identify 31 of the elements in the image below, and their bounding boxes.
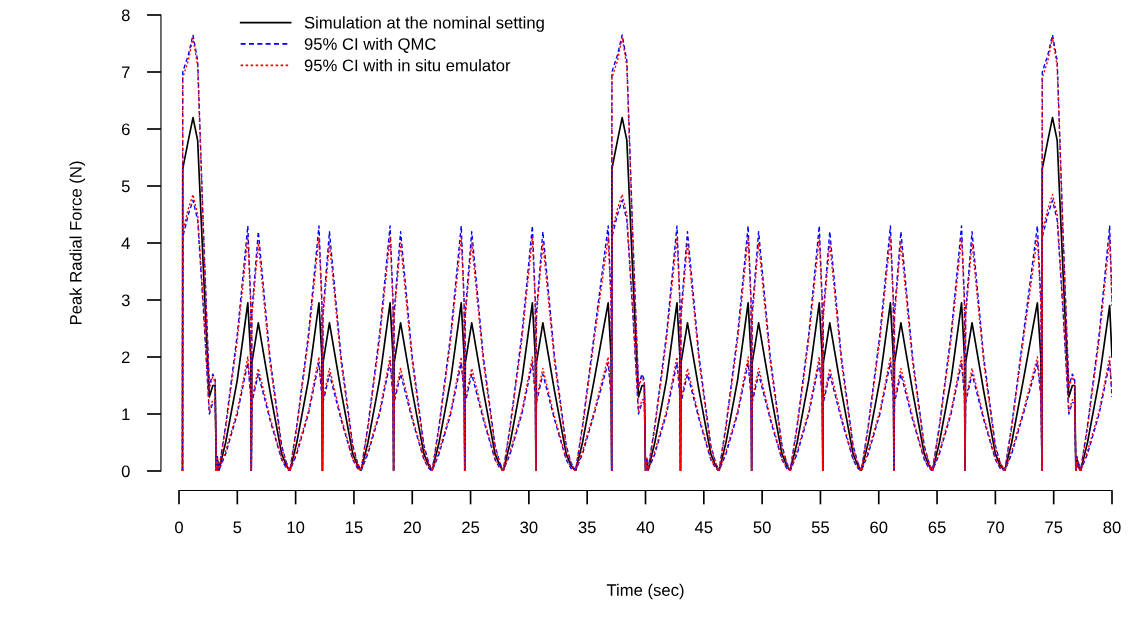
x-tick-label: 75 xyxy=(1045,521,1063,534)
y-tick-label: 4 xyxy=(121,237,130,250)
y-tick-label: 2 xyxy=(121,351,130,364)
x-tick-label: 80 xyxy=(1103,521,1121,534)
y-axis-title: Peak Radial Force (N) xyxy=(69,161,85,325)
x-tick-label: 20 xyxy=(403,521,421,534)
x-tick-label: 65 xyxy=(928,521,946,534)
x-tick-label: 10 xyxy=(287,521,305,534)
x-tick-label: 55 xyxy=(811,521,830,534)
y-tick-label: 0 xyxy=(121,465,130,478)
y-tick-label: 5 xyxy=(121,180,130,193)
legend-label: 95% CI with QMC xyxy=(304,37,436,53)
x-axis-title: Time (sec) xyxy=(606,583,684,600)
y-tick-label: 6 xyxy=(121,123,130,136)
legend-label: 95% CI with in situ emulator xyxy=(304,59,511,72)
x-tick-label: 30 xyxy=(520,521,538,534)
x-tick-label: 45 xyxy=(694,521,713,534)
legend-label: Simulation at the nominal setting xyxy=(304,16,544,32)
x-tick-label: 15 xyxy=(345,521,363,534)
x-tick-label: 0 xyxy=(175,521,183,534)
x-tick-label: 40 xyxy=(636,521,655,534)
x-tick-label: 5 xyxy=(233,521,242,534)
x-tick-label: 60 xyxy=(870,521,888,534)
x-tick-label: 50 xyxy=(753,521,771,534)
y-tick-label: 1 xyxy=(122,408,130,421)
x-tick-label: 25 xyxy=(462,521,480,534)
x-tick-label: 35 xyxy=(578,521,596,534)
y-tick-label: 3 xyxy=(121,294,130,307)
y-tick-label: 8 xyxy=(121,9,130,22)
y-tick-label: 7 xyxy=(121,66,130,79)
x-tick-label: 70 xyxy=(986,521,1004,534)
